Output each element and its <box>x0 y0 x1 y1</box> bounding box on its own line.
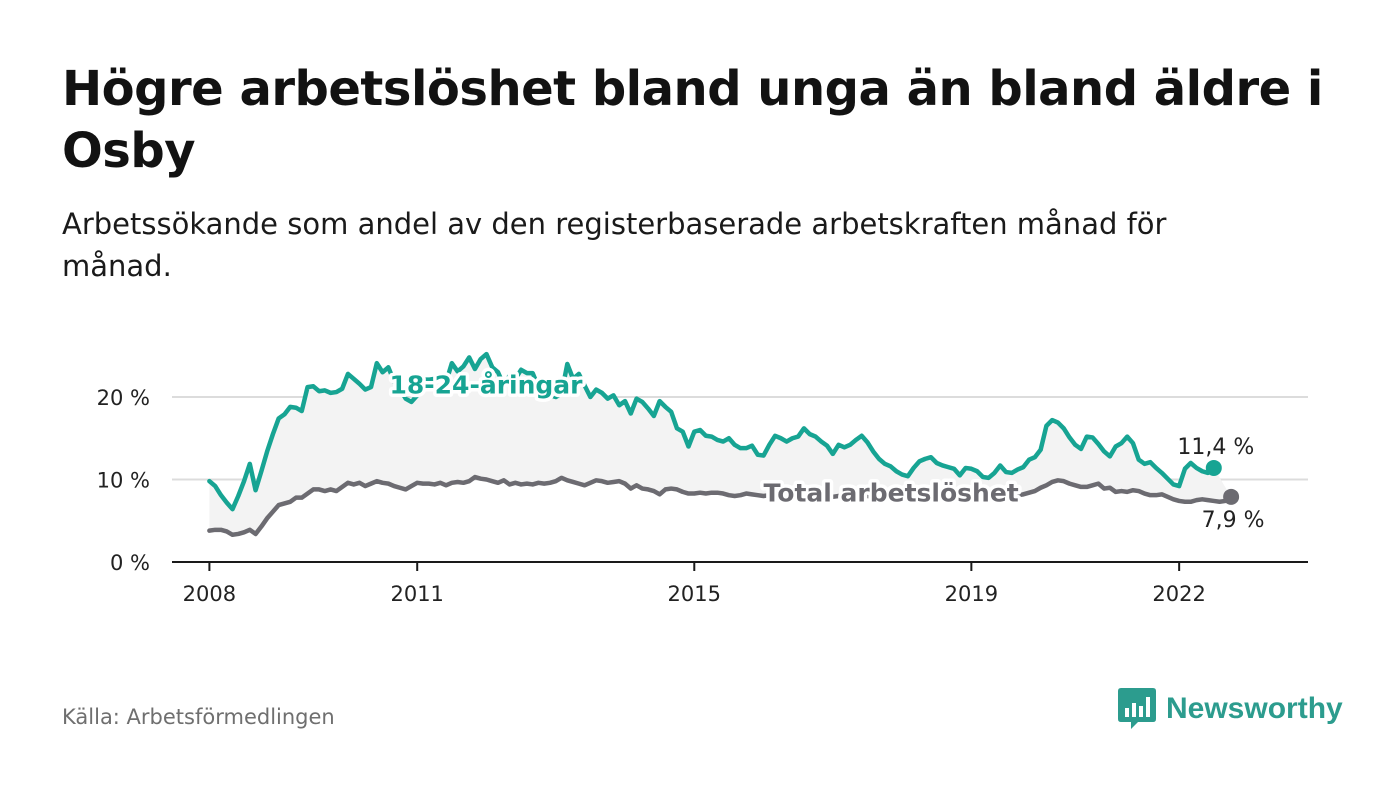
x-tick-label: 2015 <box>668 582 721 606</box>
x-tick-label: 2011 <box>390 582 443 606</box>
source-note: Källa: Arbetsförmedlingen <box>62 705 335 729</box>
y-tick-label: 0 % <box>110 551 150 575</box>
end-value-label: 7,9 % <box>1202 508 1265 533</box>
brand-name: Newsworthy <box>1166 692 1343 725</box>
series-label: 18-24-åringar <box>390 371 584 400</box>
line-chart: 11,4 % 18-24-åringar 7,9 % Total arbetslösh… <box>97 351 1308 606</box>
chart-title: Högre arbetslöshet bland unga än bland ä… <box>62 61 1323 179</box>
newsworthy-logo[interactable]: Newsworthy <box>1118 688 1343 730</box>
end-point-marker <box>1223 488 1240 505</box>
y-tick-label: 20 % <box>97 386 150 410</box>
chart-subtitle: Arbetssökande som andel av den registerb… <box>62 207 1167 283</box>
x-tick-label: 2022 <box>1152 582 1205 606</box>
x-tick-label: 2019 <box>945 582 998 606</box>
x-tick-label: 2008 <box>183 582 236 606</box>
series-line-youth <box>207 351 1217 512</box>
gap-band <box>209 354 1232 535</box>
end-point-marker <box>1205 459 1222 476</box>
end-value-label: 11,4 % <box>1177 435 1254 460</box>
series-line-total <box>207 474 1234 538</box>
bar-chart-speech-bubble-icon <box>1118 688 1156 729</box>
y-tick-label: 10 % <box>97 469 150 493</box>
series-label: Total arbetslöshet <box>764 479 1019 508</box>
